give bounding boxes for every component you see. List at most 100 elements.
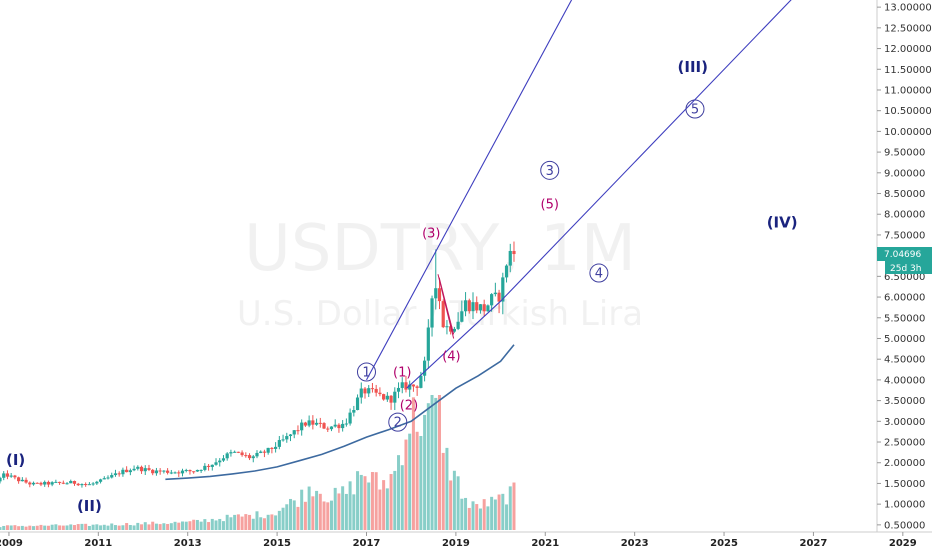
- trend-lines[interactable]: [366, 0, 801, 389]
- volume-bar: [80, 523, 84, 530]
- volume-bar: [136, 522, 140, 530]
- candle-body: [311, 420, 315, 425]
- volume-bar: [192, 519, 196, 530]
- candle-body: [363, 388, 367, 394]
- candle-body: [184, 469, 188, 471]
- wave-label-paren: (2): [400, 399, 418, 414]
- candle-body: [367, 388, 371, 394]
- candle-body: [203, 465, 207, 470]
- volume-bar: [210, 518, 214, 530]
- volume-bar: [0, 527, 2, 530]
- candle-body: [166, 470, 170, 473]
- volume-bar: [173, 521, 177, 530]
- candle-body: [20, 479, 24, 482]
- candle-body: [218, 460, 222, 463]
- volume-bar: [43, 525, 47, 530]
- volume-bar: [128, 525, 132, 530]
- candle-body: [422, 360, 427, 376]
- candle-body: [35, 482, 39, 484]
- candle-body: [314, 422, 319, 425]
- volume-bar: [266, 514, 270, 530]
- candle-body: [460, 311, 464, 322]
- time-axis[interactable]: 2009 2011 2013 2015 2017 2019 2021 2023 2025 2027…: [0, 531, 932, 549]
- price-tick-label: 6.50000: [884, 272, 925, 283]
- candle-body: [486, 305, 490, 312]
- candle-body: [91, 483, 95, 485]
- price-tick-label: 11.00000: [884, 85, 932, 96]
- volume-bar: [315, 490, 319, 530]
- volume-bar: [467, 507, 471, 530]
- candle-body: [404, 382, 408, 390]
- candle-body: [426, 327, 430, 361]
- price-tick-label: 8.50000: [884, 189, 925, 200]
- candle-body: [154, 470, 159, 474]
- volume-bar: [478, 508, 482, 530]
- candle-body: [169, 472, 173, 474]
- candle-body: [132, 468, 136, 471]
- wave-label-major: (II): [77, 497, 102, 515]
- volume-bar: [445, 447, 449, 530]
- moving-average: [165, 344, 515, 481]
- volume-bar: [106, 525, 110, 530]
- price-tick-label: 11.50000: [884, 65, 932, 76]
- price-tick-label: 7.50000: [884, 230, 925, 241]
- volume-bar: [341, 486, 345, 530]
- volume-bar: [76, 524, 80, 530]
- wave-label-paren: (4): [442, 349, 460, 364]
- volume-bar: [393, 470, 397, 530]
- candle-body: [46, 481, 51, 485]
- candle-body: [84, 484, 88, 486]
- time-tick-label: 2017: [353, 538, 381, 549]
- volume-bar: [411, 397, 415, 530]
- volume-bar: [24, 526, 28, 530]
- candle-body: [240, 452, 244, 456]
- candle-body: [359, 388, 363, 398]
- wave-label-circle: 5: [691, 103, 699, 118]
- volume-bar: [337, 493, 341, 530]
- volume-bar: [259, 517, 263, 530]
- candle-body: [233, 451, 237, 453]
- volume-bar: [117, 525, 121, 530]
- candle-body: [512, 250, 516, 255]
- volume-bar: [184, 521, 188, 530]
- volume-bar: [225, 514, 229, 530]
- volume-bar: [352, 494, 356, 530]
- candle-body: [214, 462, 218, 465]
- candle-body: [95, 481, 99, 484]
- candle-body: [374, 388, 378, 393]
- candle-body: [0, 477, 2, 482]
- volume-bar: [419, 436, 423, 530]
- price-tick-label: 12.00000: [884, 44, 932, 55]
- candle-body: [441, 301, 445, 328]
- volume-bar: [333, 487, 337, 530]
- volume-bar: [490, 496, 494, 530]
- volume-bar: [69, 524, 73, 530]
- candle-body: [125, 469, 129, 473]
- volume-bar: [370, 472, 374, 530]
- candle-body: [400, 382, 404, 388]
- volume-bar: [486, 506, 490, 530]
- candle-body: [195, 469, 199, 472]
- channel-line-lower[interactable]: [406, 0, 800, 389]
- volume-bar: [508, 486, 512, 530]
- candle-body: [158, 470, 162, 472]
- candle-body: [326, 428, 330, 430]
- candle-body: [162, 470, 166, 472]
- volume-bar: [303, 501, 307, 530]
- wave-label-circle: 3: [546, 164, 554, 179]
- candle-body: [456, 321, 460, 329]
- candle-body: [177, 472, 181, 474]
- volume-bar: [367, 482, 371, 530]
- candle-body: [378, 392, 382, 395]
- wave-labels: (I) (II) (III) (IV) 1 2 3 4 5 (1) (2) (3) (4) (5): [6, 58, 798, 515]
- volume-bar: [482, 499, 486, 530]
- candle-body: [76, 483, 80, 486]
- wave-label-major: (III): [678, 58, 708, 76]
- channel-line-upper[interactable]: [366, 0, 577, 381]
- price-tick-label: 5.50000: [884, 313, 925, 324]
- volume-bar: [5, 525, 9, 530]
- candle-body: [452, 328, 456, 332]
- price-tick-label: 13.00000: [884, 3, 932, 14]
